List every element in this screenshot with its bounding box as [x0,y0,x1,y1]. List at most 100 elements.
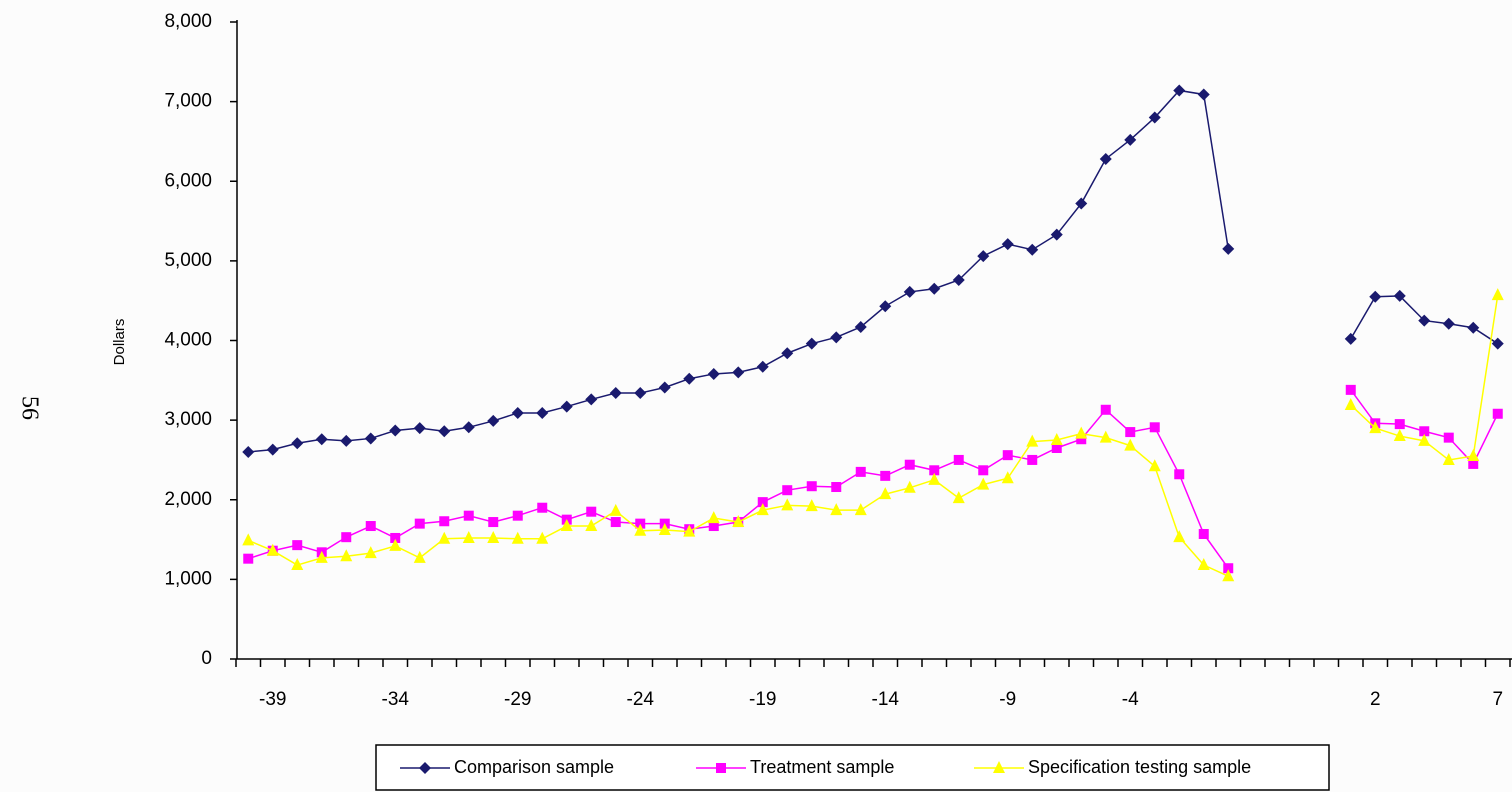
data-point [536,531,549,544]
data-point [1075,197,1088,210]
y-tick-label: 8,000 [164,11,212,32]
y-axis-label: Dollars [111,319,128,366]
data-point [1344,332,1357,345]
data-point [683,524,696,537]
data-point [1174,469,1185,480]
data-point [707,367,720,380]
y-tick-label: 5,000 [164,250,212,271]
y-tick-label: 3,000 [164,409,212,430]
data-point [609,503,622,516]
legend-marker [716,763,726,773]
data-point [341,532,352,543]
data-point [463,510,474,521]
x-tick-label: -39 [259,689,286,710]
data-point [585,519,598,532]
data-point [1050,228,1063,241]
data-point [365,521,376,532]
data-point [658,381,671,394]
y-tick-label: 1,000 [164,568,212,589]
data-point [830,331,843,344]
data-point [1222,569,1235,582]
data-point [904,459,915,470]
legend-label: Specification testing sample [1028,757,1251,777]
data-point [488,517,499,528]
x-tick-label: -14 [872,689,900,710]
data-point [1125,427,1136,438]
data-point [487,414,500,427]
data-point [1148,459,1161,472]
data-point [1344,397,1357,410]
data-point [586,506,597,517]
data-point [1124,133,1137,146]
data-point [242,445,255,458]
data-point [1198,528,1209,539]
data-point [708,521,719,532]
data-point [756,503,769,516]
data-point [315,550,328,563]
data-point [903,285,916,298]
data-point [438,425,451,438]
data-point [389,538,402,551]
data-point [243,553,254,564]
data-point [1369,421,1382,434]
data-point [462,421,475,434]
data-point [805,337,818,350]
data-point [1197,88,1210,101]
data-point [1442,317,1455,330]
data-point [1124,438,1137,451]
data-point [732,366,745,379]
data-point [537,502,548,513]
data-point [413,550,426,563]
legend-marker [993,761,1005,773]
data-point [1345,384,1356,395]
data-point [1149,422,1160,433]
data-point [1491,288,1504,301]
data-point [952,273,965,286]
y-tick-label: 2,000 [164,489,212,510]
data-point [1468,458,1479,469]
data-point [1442,452,1455,465]
data-point [1491,337,1504,350]
data-point [978,465,989,476]
x-tick-label: -34 [382,689,410,710]
data-point [953,454,964,465]
legend-marker [419,762,431,774]
data-point [1001,238,1014,251]
data-point [291,558,304,571]
data-point [1393,289,1406,302]
data-point [1100,404,1111,415]
data-point [512,510,523,521]
data-point [928,472,941,485]
data-point [1026,243,1039,256]
data-point [782,485,793,496]
data-point [1050,433,1063,446]
data-point [462,530,475,543]
data-point [511,531,524,544]
data-point [585,393,598,406]
y-tick-label: 0 [201,648,212,669]
data-point [266,443,279,456]
data-point [340,434,353,447]
data-point [952,491,965,504]
x-tick-label: 7 [1492,689,1503,710]
x-tick-label: -24 [627,689,655,710]
data-point [879,487,892,500]
legend-label: Treatment sample [750,757,894,777]
data-point [1393,429,1406,442]
data-point [831,482,842,493]
data-point [634,523,647,536]
data-point [364,546,377,559]
data-point [487,530,500,543]
data-point [1467,321,1480,334]
data-point [854,503,867,516]
data-point [266,543,279,556]
x-tick-label: -29 [504,689,531,710]
data-point [854,320,867,333]
data-point [340,549,353,562]
data-point [292,540,303,551]
data-point [1419,426,1430,437]
data-point [977,250,990,263]
